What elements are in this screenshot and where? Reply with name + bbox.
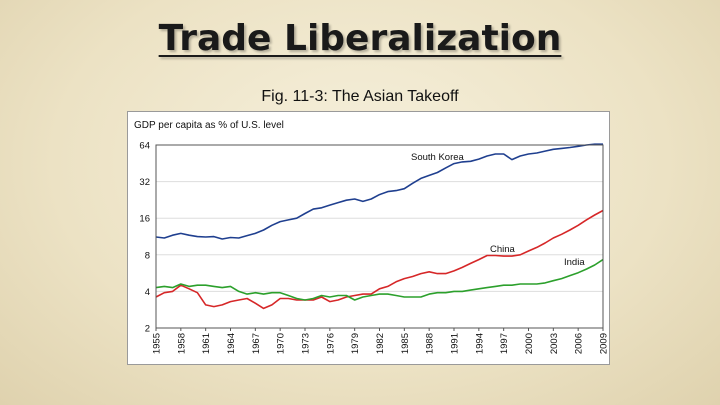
figure-caption: Fig. 11-3: The Asian Takeoff xyxy=(261,88,459,105)
series-line-china xyxy=(155,209,604,310)
series-label-india: India xyxy=(564,257,585,268)
x-tick-1994: 1994 xyxy=(474,333,485,354)
x-tick-labels: 1955 1958 1961 1964 1967 1970 1973 1976 1979 1982… xyxy=(152,328,610,354)
slide-title: Trade Liberalization xyxy=(158,18,562,59)
x-tick-1985: 1985 xyxy=(400,333,411,354)
y-tick-8: 8 xyxy=(145,250,150,261)
y-tick-64: 64 xyxy=(139,141,150,152)
y-tick-2: 2 xyxy=(145,324,150,335)
plot-area-border xyxy=(155,144,604,329)
x-tick-1973: 1973 xyxy=(301,333,312,354)
x-tick-1997: 1997 xyxy=(499,333,510,354)
x-tick-1970: 1970 xyxy=(276,333,287,354)
gridlines xyxy=(156,144,603,329)
series-label-china: China xyxy=(490,244,516,255)
x-tick-1988: 1988 xyxy=(425,333,436,354)
x-tick-1955: 1955 xyxy=(152,333,163,354)
x-tick-1982: 1982 xyxy=(375,333,386,354)
x-tick-2000: 2000 xyxy=(524,333,535,354)
x-tick-2009: 2009 xyxy=(599,333,610,354)
x-tick-1991: 1991 xyxy=(450,333,461,354)
x-tick-1961: 1961 xyxy=(201,333,212,354)
x-tick-2003: 2003 xyxy=(549,333,560,354)
y-tick-32: 32 xyxy=(139,177,150,188)
series-line-india xyxy=(155,258,604,301)
x-tick-1979: 1979 xyxy=(350,333,361,354)
series-lines xyxy=(155,143,604,310)
x-tick-1967: 1967 xyxy=(251,333,262,354)
x-tick-2006: 2006 xyxy=(574,333,585,354)
series-line-south-korea xyxy=(155,143,603,240)
line-chart: GDP per capita as % of U.S. level 2 4 8 16 3… xyxy=(134,120,610,354)
x-tick-1976: 1976 xyxy=(325,333,336,354)
chart-frame: GDP per capita as % of U.S. level 2 4 8 16 3… xyxy=(127,111,610,365)
y-tick-labels: 2 4 8 16 32 64 xyxy=(139,141,150,335)
x-tick-1958: 1958 xyxy=(176,333,187,354)
x-tick-1964: 1964 xyxy=(226,333,237,354)
y-tick-16: 16 xyxy=(139,214,150,225)
series-label-south-korea: South Korea xyxy=(411,152,465,163)
y-tick-4: 4 xyxy=(145,287,150,298)
y-axis-label: GDP per capita as % of U.S. level xyxy=(134,120,284,131)
